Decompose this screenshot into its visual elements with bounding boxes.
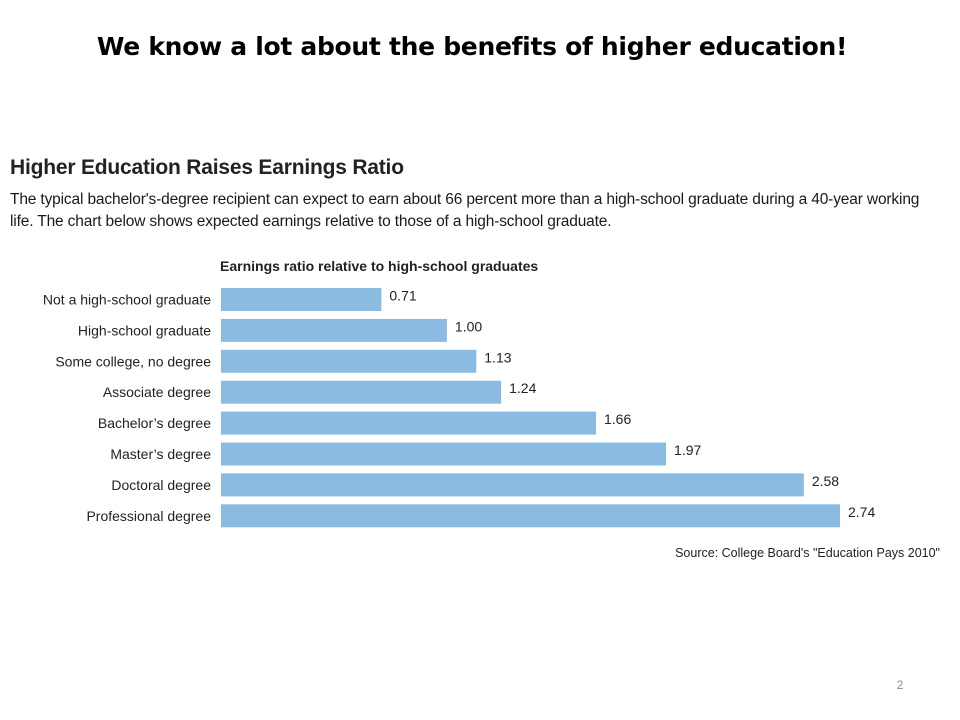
bar: [221, 411, 597, 435]
category-label: High-school graduate: [78, 322, 211, 338]
value-label: 2.58: [812, 473, 839, 489]
bar: [221, 288, 382, 311]
chart-title: Higher Education Raises Earnings Ratio: [10, 156, 404, 179]
slide-title: We know a lot about the benefits of high…: [96, 32, 848, 61]
value-label: 1.24: [509, 380, 536, 396]
bars-group: Not a high-school graduate 0.71 High-schoo…: [43, 288, 875, 528]
page-number: 2: [896, 678, 904, 692]
bar: [221, 442, 667, 466]
category-label: Not a high-school graduate: [43, 292, 211, 308]
category-label: Master’s degree: [110, 446, 211, 462]
category-label: Doctoral degree: [111, 477, 211, 493]
source-note: Source: College Board's "Education Pays …: [675, 546, 940, 560]
value-label: 1.00: [455, 318, 482, 334]
chart-figure: Higher Education Raises Earnings Ratio T…: [8, 152, 952, 572]
bar: [221, 349, 477, 373]
bar: [221, 380, 502, 404]
value-label: 1.66: [604, 411, 631, 427]
value-label: 1.97: [674, 442, 701, 458]
category-label: Professional degree: [86, 508, 211, 524]
bar: [221, 473, 804, 497]
value-label: 0.71: [389, 288, 416, 304]
category-label: Associate degree: [103, 384, 211, 400]
chart-subtitle: The typical bachelor's-degree recipient …: [10, 191, 920, 230]
bar: [221, 504, 840, 528]
category-label: Some college, no degree: [55, 353, 211, 369]
category-label: Bachelor’s degree: [98, 415, 211, 431]
value-label: 1.13: [484, 349, 511, 365]
bar-chart: Earnings ratio relative to high-school g…: [43, 258, 940, 560]
axis-caption: Earnings ratio relative to high-school g…: [220, 258, 538, 274]
value-label: 2.74: [848, 504, 875, 520]
bar: [221, 318, 447, 342]
